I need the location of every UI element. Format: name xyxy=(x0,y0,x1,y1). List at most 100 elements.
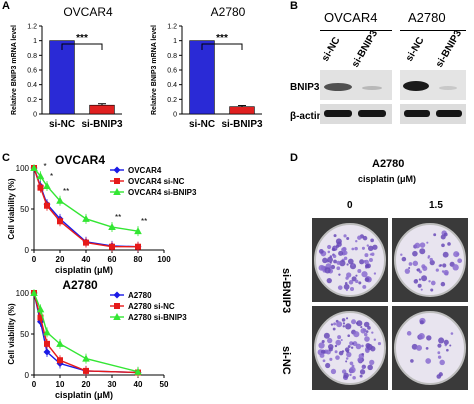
colony-0-32 xyxy=(351,247,355,251)
colony-0-10 xyxy=(338,273,341,276)
colony-0-37 xyxy=(373,272,377,275)
colony-2-35 xyxy=(328,347,333,352)
line-xtick-label-2-4: 80 xyxy=(134,255,143,264)
blot-actin-a2780-bg xyxy=(400,104,466,124)
colony-2-57 xyxy=(357,357,363,363)
bar-ytick-label-1-3: 0.6 xyxy=(167,68,177,75)
lane-label-1: si-NC xyxy=(320,35,343,64)
colony-0-75 xyxy=(361,246,365,250)
bar-category-1-1: si-BNIP3 xyxy=(221,119,263,130)
colony-1-43 xyxy=(418,270,422,274)
bar-0-0 xyxy=(49,40,75,115)
bar-ylabel-1: Relative BNIP3 mRNA level xyxy=(151,25,158,115)
colony-2-1 xyxy=(332,327,336,331)
colony-1-33 xyxy=(456,252,460,256)
bar-1-0 xyxy=(189,40,215,115)
colony-2-4 xyxy=(325,362,331,369)
legend-label-3-2: A2780 si-BNIP3 xyxy=(128,313,187,322)
colony-0-21 xyxy=(351,276,357,282)
colony-2-14 xyxy=(327,337,333,344)
colony-3-21 xyxy=(419,320,424,325)
colony-2-62 xyxy=(365,330,369,333)
line-ytick-label-3-1: 50 xyxy=(20,330,29,339)
blot-title-ovcar4: OVCAR4 xyxy=(324,10,378,25)
legend-label-2-1: OVCAR4 si-NC xyxy=(128,177,185,186)
line-title-3: A2780 xyxy=(62,278,98,292)
colony-0-27 xyxy=(333,234,337,238)
line-annotation-2-0: * xyxy=(44,162,47,171)
line-annotation-2-3: ** xyxy=(115,213,121,222)
line-annotation-2-2: ** xyxy=(63,187,69,196)
colony-0-47 xyxy=(327,256,333,263)
colony-1-14 xyxy=(404,268,411,274)
line-xtick-label-2-5: 100 xyxy=(157,255,171,264)
line-point-3-0-2 xyxy=(43,348,51,356)
colony-2-89 xyxy=(343,372,349,379)
colony-0-44 xyxy=(318,249,324,254)
colony-2-70 xyxy=(361,352,365,356)
colony-0-8 xyxy=(362,284,367,289)
legend-marker-3-1 xyxy=(114,303,120,309)
line-xtick-label-3-3: 30 xyxy=(108,380,117,389)
colony-1-28 xyxy=(428,280,431,283)
colony-0-79 xyxy=(348,280,354,285)
colony-panel: A2780 cisplatin (μM) 0 1.5 si-BNIP3 si-N… xyxy=(280,150,474,404)
line-ytick-label-3-0: 0 xyxy=(25,371,30,380)
colony-3-22 xyxy=(437,351,441,355)
colony-2-3 xyxy=(323,332,330,339)
line-point-2-2-5 xyxy=(108,223,116,231)
colony-0-74 xyxy=(321,266,326,271)
bar-significance-1: *** xyxy=(216,33,228,44)
colony-1-10 xyxy=(443,269,449,276)
colony-2-80 xyxy=(356,320,363,327)
line-point-3-2-0 xyxy=(30,289,38,296)
colony-0-19 xyxy=(372,244,378,250)
colony-1-5 xyxy=(447,242,451,246)
line-xtick-label-3-5: 50 xyxy=(160,380,169,389)
band-actin-2 xyxy=(358,110,386,117)
colony-2-59 xyxy=(341,350,345,353)
colony-1-16 xyxy=(421,275,428,282)
colony-2-48 xyxy=(342,322,346,325)
bar-ytick-label-0-4: 0.8 xyxy=(27,53,37,60)
bar-significance-bracket-1 xyxy=(201,43,243,50)
bar-ytick-label-0-5: 1 xyxy=(33,38,37,45)
colony-1-38 xyxy=(413,279,419,284)
colony-title: A2780 xyxy=(372,158,405,170)
line-point-3-1-4 xyxy=(83,367,89,374)
line-ytick-label-2-0: 0 xyxy=(25,246,30,255)
line-point-3-1-1 xyxy=(37,314,44,321)
colony-2-78 xyxy=(359,369,366,375)
colony-2-43 xyxy=(349,361,354,366)
colony-0-17 xyxy=(346,272,352,278)
colony-0-80 xyxy=(327,244,332,250)
colony-0-56 xyxy=(333,259,337,264)
bar-chart-ovcar4: OVCAR4 0 0.2 0.4 0.6 0.8 1 1.2 si-NC si-BNIP3 *** R… xyxy=(11,5,123,130)
colony-1-18 xyxy=(440,281,446,287)
colony-1-12 xyxy=(426,241,429,244)
colony-2-84 xyxy=(344,347,350,352)
legend-marker-2-2 xyxy=(113,188,121,195)
colony-2-16 xyxy=(335,355,340,360)
colony-0-68 xyxy=(344,282,348,285)
colony-1-31 xyxy=(427,255,431,258)
colony-0-39 xyxy=(330,264,336,270)
colony-2-77 xyxy=(349,373,352,377)
legend-label-3-1: A2780 si-NC xyxy=(128,302,175,311)
colony-1-41 xyxy=(452,264,459,271)
colony-2-79 xyxy=(330,368,337,375)
line-series-3-1 xyxy=(33,292,139,374)
blot-title-a2780: A2780 xyxy=(408,10,446,25)
legend-marker-3-0 xyxy=(113,291,121,299)
colony-1-49 xyxy=(419,248,426,255)
colony-2-67 xyxy=(319,353,325,358)
bar-category-0-0: si-NC xyxy=(49,119,75,130)
colony-0-38 xyxy=(355,274,358,277)
colony-1-4 xyxy=(417,283,422,288)
colony-1-30 xyxy=(442,251,449,258)
colony-2-2 xyxy=(341,318,346,322)
colony-0-64 xyxy=(355,240,358,243)
bar-ytick-label-0-2: 0.4 xyxy=(27,82,37,89)
line-ylabel-3: Cell viability (%) xyxy=(7,303,16,365)
colony-2-85 xyxy=(371,331,374,334)
